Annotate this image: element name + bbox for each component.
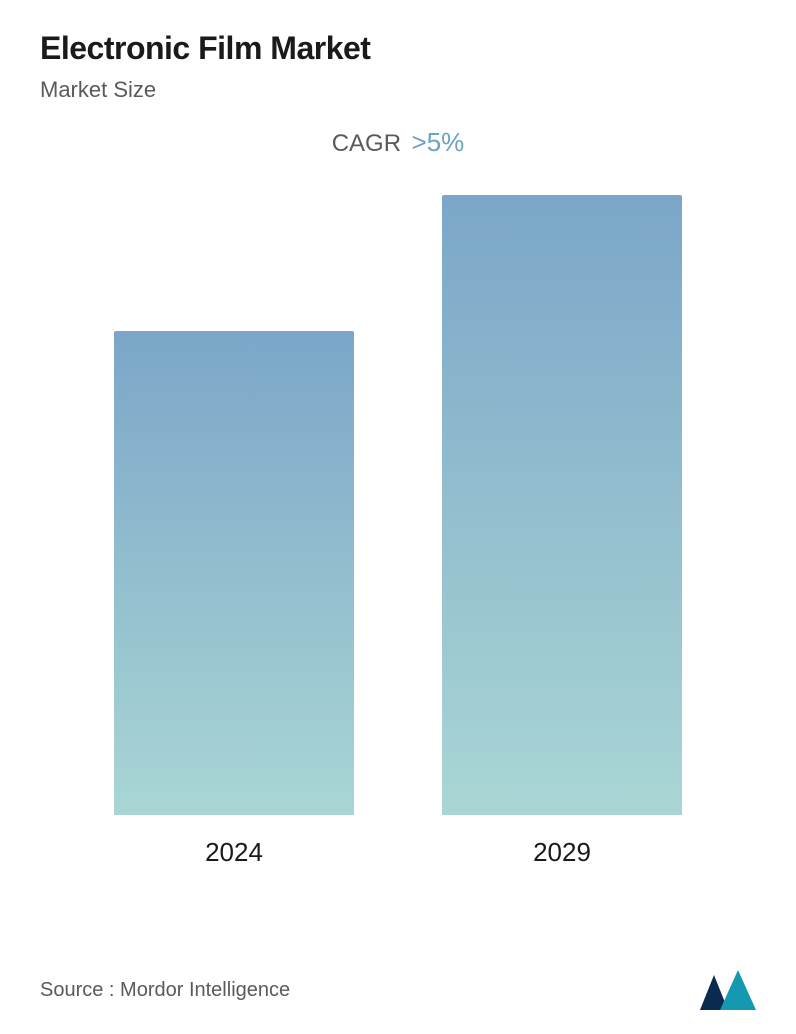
bar-chart: 2024 2029 bbox=[40, 208, 756, 868]
page-title: Electronic Film Market bbox=[40, 30, 756, 67]
bar-group: 2029 bbox=[442, 195, 682, 868]
cagr-value: >5% bbox=[412, 127, 465, 157]
source-text: Source : Mordor Intelligence bbox=[40, 979, 290, 1002]
bar-group: 2024 bbox=[114, 331, 354, 868]
bar bbox=[442, 195, 682, 815]
chart-container: Electronic Film Market Market Size CAGR … bbox=[0, 0, 796, 1034]
mordor-logo-icon bbox=[700, 970, 756, 1010]
cagr-label: CAGR bbox=[332, 130, 401, 157]
bar bbox=[114, 331, 354, 815]
cagr-row: CAGR >5% bbox=[40, 127, 756, 158]
bar-label: 2029 bbox=[533, 837, 591, 868]
bar-label: 2024 bbox=[205, 837, 263, 868]
footer: Source : Mordor Intelligence bbox=[40, 970, 756, 1010]
page-subtitle: Market Size bbox=[40, 77, 756, 103]
